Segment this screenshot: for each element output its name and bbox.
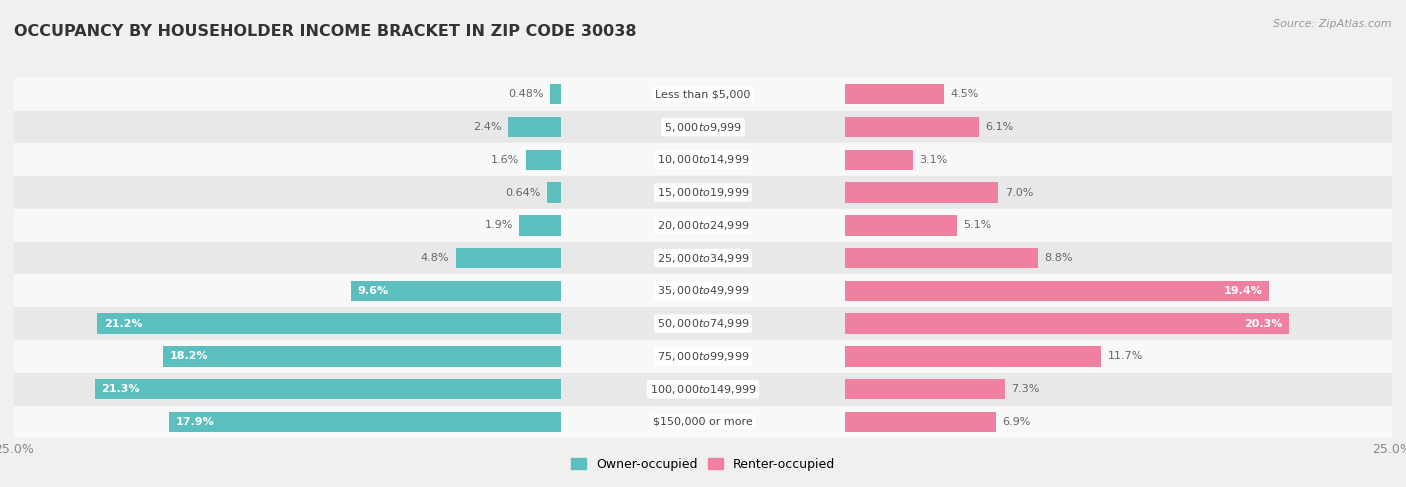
Bar	[456, 248, 561, 268]
Bar	[14, 111, 561, 144]
Bar	[561, 111, 845, 144]
Bar	[561, 176, 845, 209]
Bar	[845, 379, 1005, 399]
Bar	[96, 379, 561, 399]
Bar	[845, 412, 995, 432]
Bar	[14, 307, 561, 340]
Bar	[845, 248, 1038, 268]
Text: $25,000 to $34,999: $25,000 to $34,999	[657, 252, 749, 264]
Text: 21.2%: 21.2%	[104, 318, 142, 329]
Bar	[845, 281, 1270, 301]
Bar	[14, 242, 561, 275]
Text: 1.9%: 1.9%	[484, 220, 513, 230]
Text: 7.0%: 7.0%	[1005, 187, 1033, 198]
Bar	[97, 314, 561, 334]
Bar	[169, 412, 561, 432]
Bar	[14, 209, 561, 242]
Text: $100,000 to $149,999: $100,000 to $149,999	[650, 383, 756, 395]
Bar	[845, 144, 1392, 176]
Bar	[526, 150, 561, 170]
Text: 1.6%: 1.6%	[491, 155, 519, 165]
Bar	[14, 373, 561, 406]
Text: 2.4%: 2.4%	[474, 122, 502, 132]
Bar	[561, 307, 845, 340]
Bar	[14, 144, 561, 176]
Bar	[845, 84, 943, 104]
Text: 7.3%: 7.3%	[1011, 384, 1040, 394]
Text: $50,000 to $74,999: $50,000 to $74,999	[657, 317, 749, 330]
Text: Less than $5,000: Less than $5,000	[655, 89, 751, 99]
Text: Source: ZipAtlas.com: Source: ZipAtlas.com	[1274, 19, 1392, 30]
Text: 0.64%: 0.64%	[505, 187, 540, 198]
Text: $5,000 to $9,999: $5,000 to $9,999	[664, 121, 742, 133]
Legend: Owner-occupied, Renter-occupied: Owner-occupied, Renter-occupied	[567, 453, 839, 476]
Bar	[163, 346, 561, 367]
Bar	[845, 242, 1392, 275]
Bar	[561, 373, 845, 406]
Bar	[547, 183, 561, 203]
Bar	[845, 111, 1392, 144]
Text: $150,000 or more: $150,000 or more	[654, 417, 752, 427]
Text: 4.5%: 4.5%	[950, 89, 979, 99]
Text: $35,000 to $49,999: $35,000 to $49,999	[657, 284, 749, 298]
Bar	[561, 275, 845, 307]
Text: 19.4%: 19.4%	[1225, 286, 1263, 296]
Bar	[14, 340, 561, 373]
Bar	[845, 78, 1392, 111]
Bar	[845, 209, 1392, 242]
Text: 20.3%: 20.3%	[1244, 318, 1282, 329]
Bar	[561, 242, 845, 275]
Bar	[845, 340, 1392, 373]
Bar	[14, 275, 561, 307]
Text: 3.1%: 3.1%	[920, 155, 948, 165]
Text: 4.8%: 4.8%	[420, 253, 450, 263]
Bar	[561, 209, 845, 242]
Bar	[509, 117, 561, 137]
Bar	[561, 340, 845, 373]
Bar	[845, 150, 912, 170]
Bar	[14, 176, 561, 209]
Text: 5.1%: 5.1%	[963, 220, 991, 230]
Text: 9.6%: 9.6%	[357, 286, 388, 296]
Text: 18.2%: 18.2%	[169, 352, 208, 361]
Bar	[845, 176, 1392, 209]
Bar	[845, 373, 1392, 406]
Text: 6.9%: 6.9%	[1002, 417, 1031, 427]
Text: 6.1%: 6.1%	[986, 122, 1014, 132]
Text: 11.7%: 11.7%	[1108, 352, 1143, 361]
Text: 17.9%: 17.9%	[176, 417, 215, 427]
Text: 0.48%: 0.48%	[509, 89, 544, 99]
Text: $15,000 to $19,999: $15,000 to $19,999	[657, 186, 749, 199]
Text: $20,000 to $24,999: $20,000 to $24,999	[657, 219, 749, 232]
Bar	[550, 84, 561, 104]
Text: 21.3%: 21.3%	[101, 384, 141, 394]
Bar	[14, 78, 561, 111]
Text: OCCUPANCY BY HOUSEHOLDER INCOME BRACKET IN ZIP CODE 30038: OCCUPANCY BY HOUSEHOLDER INCOME BRACKET …	[14, 24, 637, 39]
Bar	[352, 281, 561, 301]
Bar	[561, 406, 845, 438]
Bar	[561, 144, 845, 176]
Bar	[845, 183, 998, 203]
Bar	[845, 406, 1392, 438]
Bar	[14, 406, 561, 438]
Bar	[845, 117, 979, 137]
Bar	[845, 275, 1392, 307]
Bar	[845, 307, 1392, 340]
Bar	[845, 314, 1289, 334]
Bar	[845, 346, 1101, 367]
Bar	[845, 215, 956, 236]
Text: $75,000 to $99,999: $75,000 to $99,999	[657, 350, 749, 363]
Bar	[561, 78, 845, 111]
Text: 8.8%: 8.8%	[1045, 253, 1073, 263]
Text: $10,000 to $14,999: $10,000 to $14,999	[657, 153, 749, 167]
Bar	[519, 215, 561, 236]
